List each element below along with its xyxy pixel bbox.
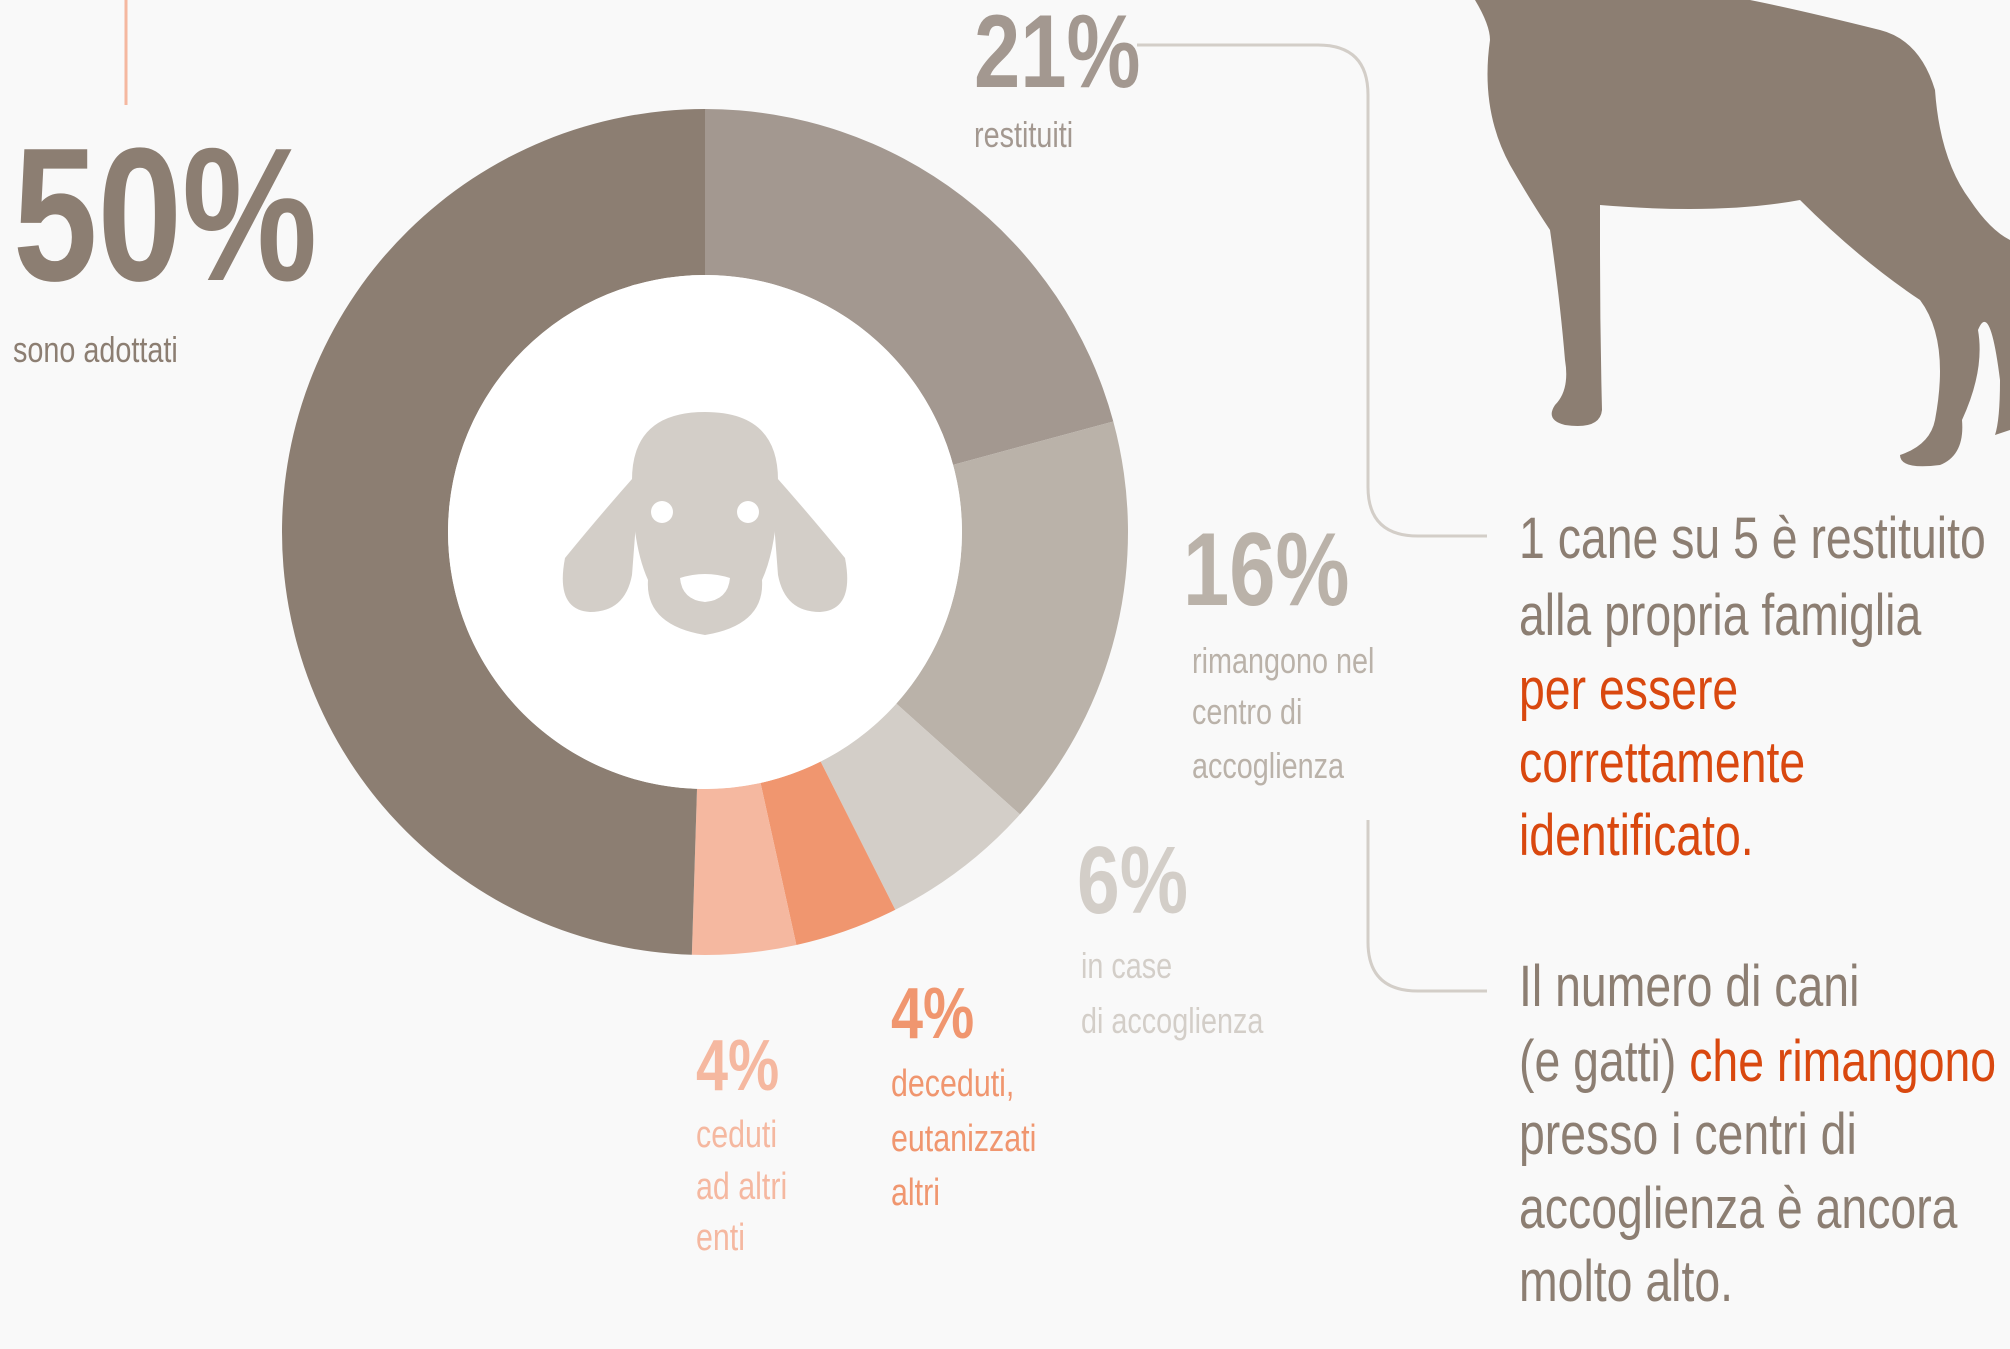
annotation-text: molto alto.	[1519, 1249, 1733, 1314]
donut-slice	[705, 109, 1114, 465]
annotation-line: correttamente	[1519, 730, 1805, 795]
slice-label: altri	[891, 1172, 940, 1214]
slice-label: in case	[1081, 945, 1172, 986]
dog-silhouette	[1475, 0, 2010, 467]
value-label: 16%	[1183, 511, 1349, 627]
value-label: 50%	[13, 109, 317, 321]
highlight-text: che rimangono	[1689, 1029, 1996, 1094]
slice-label: ceduti	[696, 1114, 777, 1156]
dog-head	[632, 412, 778, 635]
slice-label: centro di	[1192, 691, 1302, 732]
slice-label: restituiti	[974, 114, 1073, 155]
highlight-text: correttamente	[1519, 730, 1805, 795]
value-label: 6%	[1077, 827, 1188, 934]
slice-label: accoglienza	[1192, 745, 1345, 786]
annotation-text: Il numero di cani	[1519, 954, 1859, 1019]
slice-label: deceduti,	[891, 1063, 1014, 1105]
slice-label: enti	[696, 1217, 745, 1259]
donut-slice	[691, 782, 797, 955]
annotation-line: Il numero di cani	[1519, 954, 1859, 1019]
highlight-text: identificato.	[1519, 803, 1754, 868]
value-label: 4%	[696, 1025, 779, 1106]
annotation-text: 1 cane su 5 è restituito	[1519, 506, 1986, 571]
annotation-line: accoglienza è ancora	[1519, 1176, 1958, 1241]
annotation-line: identificato.	[1519, 803, 1754, 868]
dog-ear	[770, 470, 848, 612]
donut-slice	[281, 109, 705, 955]
annotation-line: (e gatti) che rimangono	[1519, 1029, 1996, 1094]
donut-slice	[760, 761, 896, 946]
donut-slice	[896, 421, 1128, 815]
annotation-line: presso i centri di	[1519, 1102, 1857, 1167]
highlight-text: per essere	[1519, 657, 1738, 722]
connector	[1366, 820, 1487, 993]
annotation-line: per essere	[1519, 657, 1738, 722]
annotation-line: molto alto.	[1519, 1249, 1733, 1314]
slice-label: sono adottati	[13, 329, 178, 370]
annotation-text: (e gatti)	[1519, 1029, 1689, 1094]
connector	[1137, 43, 1487, 538]
dog-eye	[737, 501, 759, 523]
slice-label: di accoglienza	[1081, 1000, 1264, 1041]
dog-icon	[562, 412, 848, 635]
dog-ear	[562, 470, 640, 612]
dog-eye	[651, 501, 673, 523]
slice-label: rimangono nel	[1192, 640, 1374, 681]
annotation-line: alla propria famiglia	[1519, 583, 1922, 648]
annotation-text: alla propria famiglia	[1519, 583, 1922, 648]
annotation-text: presso i centri di	[1519, 1102, 1857, 1167]
donut-slice	[820, 703, 1020, 910]
dog-mouth	[680, 574, 730, 602]
value-label: 21%	[974, 0, 1140, 109]
annotation-text: accoglienza è ancora	[1519, 1176, 1958, 1241]
value-label: 4%	[891, 973, 974, 1054]
annotation-line: 1 cane su 5 è restituito	[1519, 506, 1986, 571]
slice-label: eutanizzati	[891, 1118, 1036, 1160]
slice-label: ad altri	[696, 1166, 787, 1208]
